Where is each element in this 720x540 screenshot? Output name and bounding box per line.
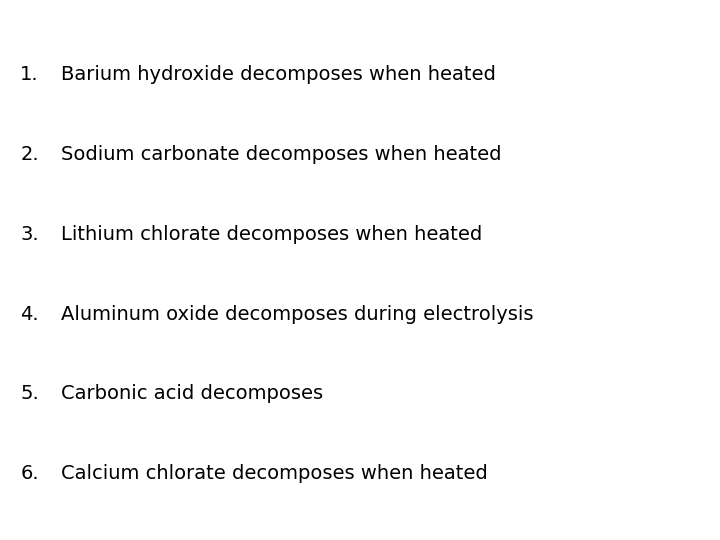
Text: 1.: 1. xyxy=(20,65,39,84)
Text: Aluminum oxide decomposes during electrolysis: Aluminum oxide decomposes during electro… xyxy=(61,305,534,323)
Text: Sodium carbonate decomposes when heated: Sodium carbonate decomposes when heated xyxy=(61,145,502,164)
Text: 6.: 6. xyxy=(20,464,39,483)
Text: 3.: 3. xyxy=(20,225,39,244)
Text: Lithium chlorate decomposes when heated: Lithium chlorate decomposes when heated xyxy=(61,225,482,244)
Text: Barium hydroxide decomposes when heated: Barium hydroxide decomposes when heated xyxy=(61,65,496,84)
Text: 4.: 4. xyxy=(20,305,39,323)
Text: Calcium chlorate decomposes when heated: Calcium chlorate decomposes when heated xyxy=(61,464,488,483)
Text: 2.: 2. xyxy=(20,145,39,164)
Text: 5.: 5. xyxy=(20,384,39,403)
Text: Carbonic acid decomposes: Carbonic acid decomposes xyxy=(61,384,323,403)
